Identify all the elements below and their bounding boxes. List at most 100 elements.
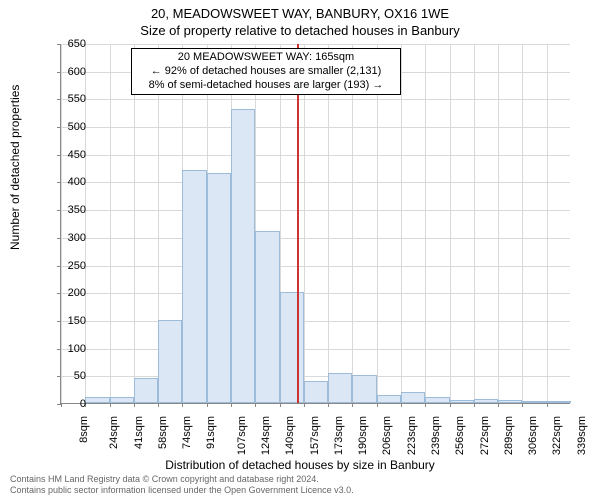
xtick-mark	[474, 403, 475, 407]
gridline-h	[61, 127, 570, 128]
annotation-box: 20 MEADOWSWEET WAY: 165sqm← 92% of detac…	[131, 48, 401, 95]
xtick-mark	[328, 403, 329, 407]
histogram-bar	[304, 381, 328, 403]
histogram-bar	[158, 320, 182, 403]
xtick-mark	[352, 403, 353, 407]
gridline-v	[304, 44, 305, 403]
ytick-label: 150	[46, 315, 86, 327]
histogram-bar	[85, 397, 109, 403]
gridline-h	[61, 321, 570, 322]
histogram-bar	[522, 401, 546, 403]
xtick-mark	[498, 403, 499, 407]
gridline-v	[110, 44, 111, 403]
gridline-h	[61, 210, 570, 211]
histogram-bar	[547, 401, 571, 403]
gridline-v	[134, 44, 135, 403]
ytick-label: 450	[46, 149, 86, 161]
xtick-mark	[134, 403, 135, 407]
histogram-bar	[328, 373, 352, 403]
histogram-bar	[255, 231, 279, 403]
gridline-h	[61, 266, 570, 267]
histogram-bar	[134, 378, 158, 403]
xtick-mark	[110, 403, 111, 407]
gridline-v	[377, 44, 378, 403]
xtick-label: 107sqm	[236, 416, 248, 455]
annotation-line-3: 8% of semi-detached houses are larger (1…	[136, 79, 396, 93]
ytick-label: 600	[46, 66, 86, 78]
xtick-label: 74sqm	[181, 416, 193, 449]
xtick-mark	[231, 403, 232, 407]
gridline-v	[352, 44, 353, 403]
gridline-v	[547, 44, 548, 403]
ytick-label: 300	[46, 232, 86, 244]
gridline-v	[450, 44, 451, 403]
ytick-label: 200	[46, 287, 86, 299]
gridline-h	[61, 155, 570, 156]
xtick-mark	[158, 403, 159, 407]
chart-container: 20, MEADOWSWEET WAY, BANBURY, OX16 1WE S…	[0, 0, 600, 500]
xtick-label: 8sqm	[78, 416, 90, 443]
xtick-label: 239sqm	[430, 416, 442, 455]
histogram-bar	[280, 292, 304, 403]
histogram-bar	[182, 170, 206, 403]
xtick-mark	[280, 403, 281, 407]
xtick-label: 206sqm	[382, 416, 394, 455]
xtick-mark	[377, 403, 378, 407]
main-title: 20, MEADOWSWEET WAY, BANBURY, OX16 1WE	[0, 0, 600, 21]
histogram-bar	[207, 173, 231, 403]
xtick-label: 24sqm	[108, 416, 120, 449]
xtick-mark	[425, 403, 426, 407]
gridline-h	[61, 349, 570, 350]
histogram-bar	[377, 395, 401, 403]
ytick-label: 250	[46, 260, 86, 272]
ytick-label: 650	[46, 38, 86, 50]
xtick-label: 223sqm	[406, 416, 418, 455]
copyright-line-2: Contains public sector information licen…	[10, 485, 590, 496]
histogram-bar	[110, 397, 134, 403]
reference-line	[297, 44, 299, 403]
xtick-label: 140sqm	[284, 416, 296, 455]
xtick-mark	[207, 403, 208, 407]
ytick-label: 350	[46, 204, 86, 216]
xtick-mark	[255, 403, 256, 407]
xtick-mark	[182, 403, 183, 407]
histogram-bar	[231, 109, 255, 403]
xtick-label: 339sqm	[576, 416, 588, 455]
y-axis-label: Number of detached properties	[8, 85, 22, 250]
xtick-mark	[304, 403, 305, 407]
gridline-h	[61, 182, 570, 183]
xtick-label: 157sqm	[309, 416, 321, 455]
xtick-label: 41sqm	[133, 416, 145, 449]
gridline-h	[61, 99, 570, 100]
x-axis-label: Distribution of detached houses by size …	[0, 458, 600, 472]
ytick-label: 550	[46, 93, 86, 105]
gridline-v	[401, 44, 402, 403]
copyright-line-1: Contains HM Land Registry data © Crown c…	[10, 474, 590, 485]
histogram-bar	[425, 397, 449, 403]
gridline-v	[498, 44, 499, 403]
xtick-label: 91sqm	[205, 416, 217, 449]
ytick-label: 400	[46, 176, 86, 188]
annotation-line-1: 20 MEADOWSWEET WAY: 165sqm	[136, 51, 396, 65]
xtick-mark	[401, 403, 402, 407]
xtick-label: 289sqm	[503, 416, 515, 455]
xtick-label: 306sqm	[527, 416, 539, 455]
ytick-label: 50	[46, 370, 86, 382]
xtick-label: 124sqm	[260, 416, 272, 455]
xtick-mark	[450, 403, 451, 407]
histogram-bar	[498, 400, 522, 403]
plot-area: 20 MEADOWSWEET WAY: 165sqm← 92% of detac…	[60, 44, 570, 404]
histogram-bar	[474, 399, 498, 403]
annotation-line-2: ← 92% of detached houses are smaller (2,…	[136, 65, 396, 79]
ytick-label: 0	[46, 398, 86, 410]
gridline-v	[522, 44, 523, 403]
histogram-bar	[401, 392, 425, 403]
gridline-v	[328, 44, 329, 403]
xtick-mark	[547, 403, 548, 407]
xtick-label: 322sqm	[552, 416, 564, 455]
ytick-label: 100	[46, 343, 86, 355]
xtick-label: 272sqm	[479, 416, 491, 455]
xtick-label: 190sqm	[357, 416, 369, 455]
xtick-label: 173sqm	[333, 416, 345, 455]
gridline-h	[61, 238, 570, 239]
